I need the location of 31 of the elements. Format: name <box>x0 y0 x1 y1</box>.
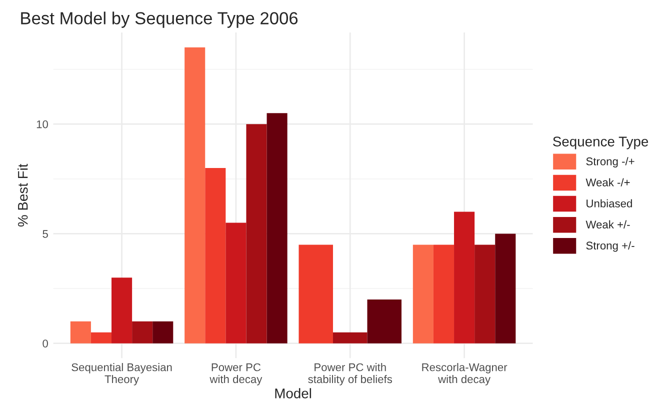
legend-title: Sequence Type <box>553 136 648 150</box>
bar <box>495 234 516 344</box>
bar <box>205 168 226 344</box>
bar <box>474 244 496 344</box>
y-axis-title: % Best Fit <box>18 164 28 227</box>
y-tick-label: 5 <box>42 230 48 238</box>
bar <box>454 212 475 344</box>
y-tick-label: 10 <box>36 120 48 128</box>
bar <box>152 321 174 344</box>
legend-label: Strong -/+ <box>586 157 634 168</box>
x-tick-label: Power PC with stability of beliefs <box>308 363 392 386</box>
x-axis-title: Model <box>275 388 312 398</box>
bar <box>246 124 267 344</box>
bar <box>112 278 132 344</box>
x-tick-label: Power PC with decay <box>210 363 262 386</box>
bar <box>90 332 112 344</box>
bar <box>226 222 246 344</box>
x-tick-label: Rescorla-Wagner with decay <box>422 363 508 386</box>
x-tick-label: Sequential Bayesian Theory <box>72 363 172 386</box>
legend-label: Strong +/- <box>586 241 634 252</box>
y-tick-label: 0 <box>42 340 48 348</box>
bar <box>433 244 454 344</box>
bar <box>412 244 434 344</box>
bar <box>132 321 153 344</box>
bar <box>266 113 288 344</box>
legend-label: Weak +/- <box>586 220 630 228</box>
legend-label: Unbiased <box>586 199 632 208</box>
bar <box>184 47 206 344</box>
chart-title: Best Model by Sequence Type 2006 <box>21 12 298 28</box>
bar <box>70 321 91 344</box>
legend-label: Weak -/+ <box>586 178 630 186</box>
